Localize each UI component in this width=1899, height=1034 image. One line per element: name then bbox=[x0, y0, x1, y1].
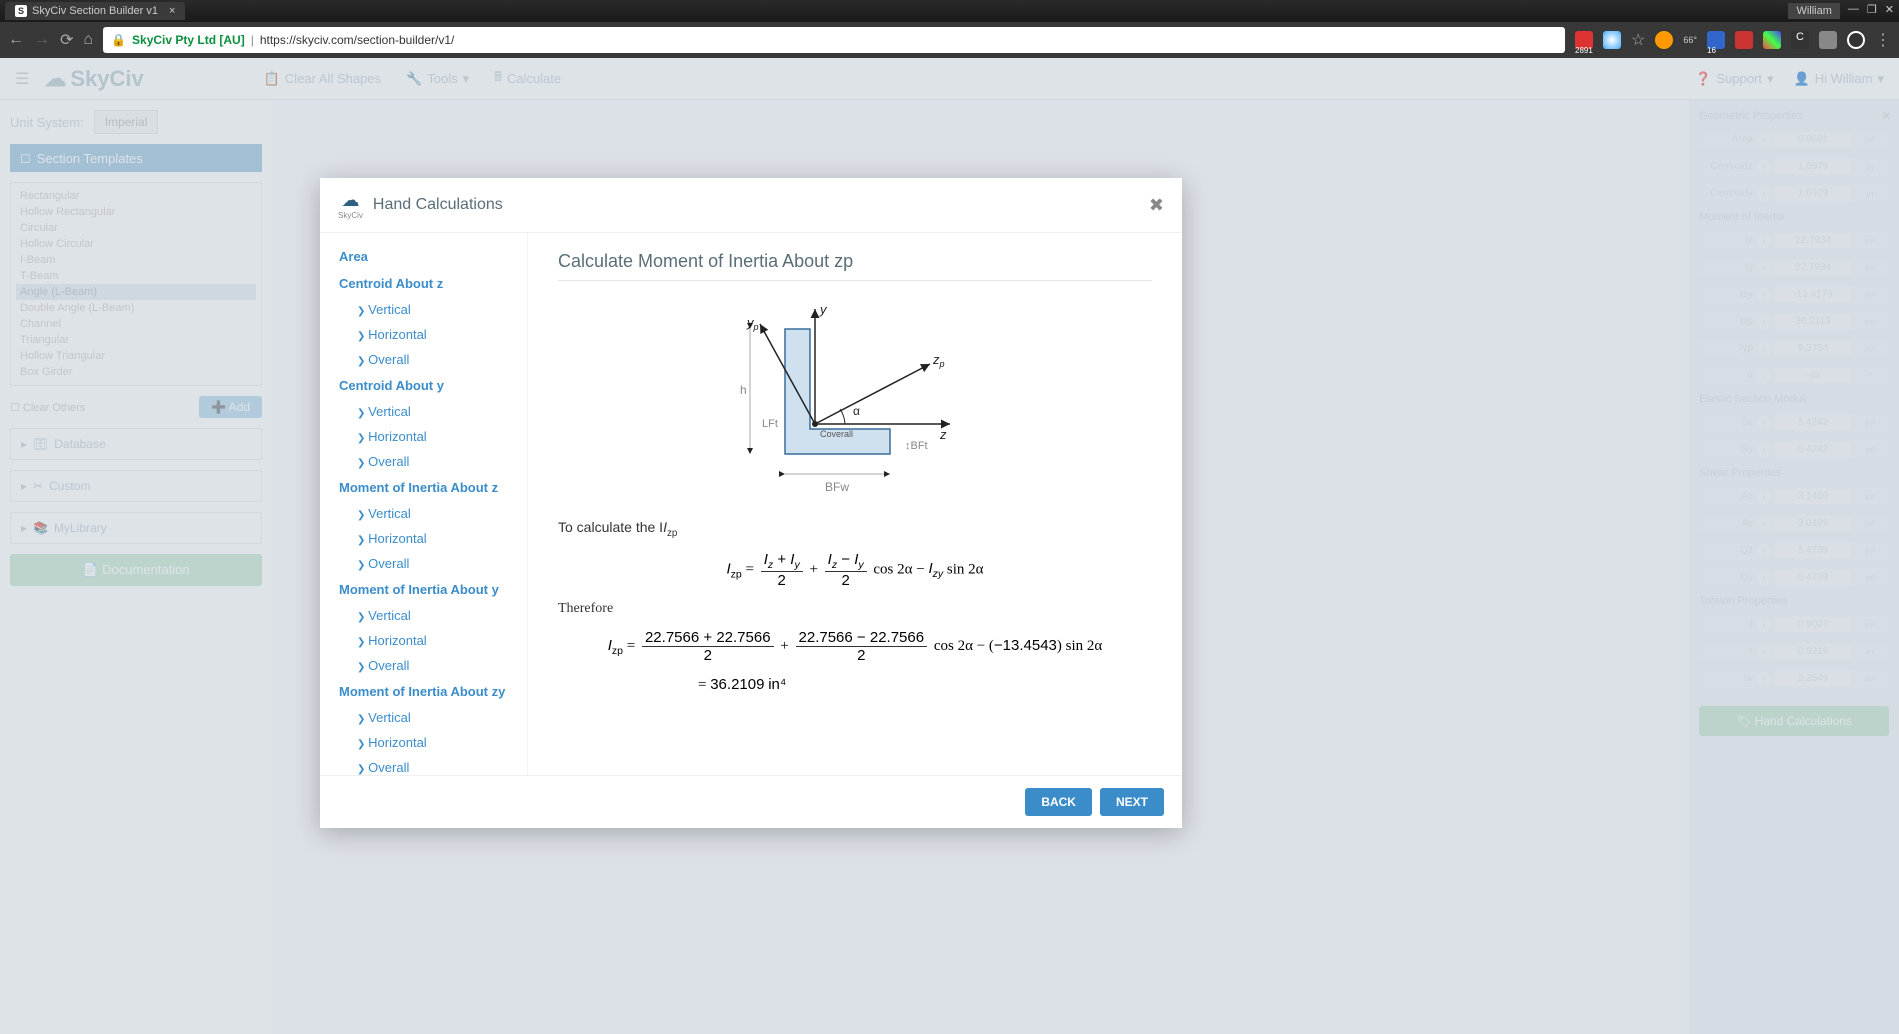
svg-text:yp: yp bbox=[746, 315, 759, 332]
nav-item[interactable]: Vertical bbox=[335, 705, 527, 730]
nav-item[interactable]: Moment of Inertia About y bbox=[335, 576, 527, 603]
modal-title: Hand Calculations bbox=[373, 196, 503, 214]
ext-icon[interactable] bbox=[1655, 31, 1673, 49]
lock-icon: 🔒 bbox=[111, 33, 126, 47]
svg-text:α: α bbox=[853, 404, 860, 418]
close-window-icon[interactable]: ✕ bbox=[1885, 3, 1894, 19]
svg-text:Coverall: Coverall bbox=[820, 429, 853, 439]
nav-item[interactable]: Vertical bbox=[335, 501, 527, 526]
extension-icons: 2891 ☆ 66° 16 C ⋮ bbox=[1575, 30, 1891, 50]
cloud-icon: ☁ bbox=[341, 190, 359, 211]
formula-result: = 36.2109 in⁴ bbox=[558, 676, 1152, 694]
nav-item[interactable]: Overall bbox=[335, 347, 527, 372]
content-title: Calculate Moment of Inertia About zp bbox=[558, 251, 1152, 281]
modal-header: ☁ SkyCiv Hand Calculations ✖ bbox=[320, 178, 1182, 233]
tab-title: SkyCiv Section Builder v1 bbox=[32, 5, 158, 17]
ext-icon[interactable]: 2891 bbox=[1575, 31, 1593, 49]
nav-item[interactable]: Horizontal bbox=[335, 424, 527, 449]
tab-favicon: S bbox=[15, 5, 27, 17]
home-icon[interactable]: ⌂ bbox=[83, 31, 93, 49]
svg-text:zp: zp bbox=[932, 352, 945, 369]
nav-item[interactable]: Moment of Inertia About z bbox=[335, 474, 527, 501]
nav-item[interactable]: Vertical bbox=[335, 297, 527, 322]
nav-item[interactable]: Horizontal bbox=[335, 628, 527, 653]
window-controls: William — ❐ ✕ bbox=[1788, 3, 1894, 19]
forward-icon[interactable]: → bbox=[34, 31, 50, 49]
nav-item[interactable]: Overall bbox=[335, 755, 527, 775]
ext-icon[interactable] bbox=[1847, 31, 1865, 49]
nav-item[interactable]: Horizontal bbox=[335, 526, 527, 551]
browser-tab[interactable]: S SkyCiv Section Builder v1 × bbox=[5, 2, 185, 20]
ext-icon[interactable]: C bbox=[1791, 31, 1809, 49]
ext-icon[interactable]: 66° bbox=[1683, 35, 1697, 45]
nav-item[interactable]: Vertical bbox=[335, 603, 527, 628]
ext-icon[interactable]: 16 bbox=[1707, 31, 1725, 49]
formula-numeric: Izp = 22.7566 + 22.75662 + 22.7566 − 22.… bbox=[558, 629, 1152, 664]
svg-text:↕BFt: ↕BFt bbox=[905, 440, 928, 452]
svg-text:y: y bbox=[819, 302, 828, 317]
nav-item[interactable]: Moment of Inertia About zy bbox=[335, 678, 527, 705]
modal-content: Calculate Moment of Inertia About zp y bbox=[528, 233, 1182, 775]
menu-icon[interactable]: ⋮ bbox=[1875, 30, 1891, 50]
app: ☰ ☁ SkyCiv 📋Clear All Shapes 🔧Tools ▾ 🖩C… bbox=[0, 58, 1899, 1034]
modal-nav: AreaCentroid About zVerticalHorizontalOv… bbox=[320, 233, 528, 775]
reload-icon[interactable]: ⟳ bbox=[60, 30, 73, 50]
hand-calculations-modal: ☁ SkyCiv Hand Calculations ✖ AreaCentroi… bbox=[320, 178, 1182, 828]
nav-item[interactable]: Horizontal bbox=[335, 322, 527, 347]
nav-item[interactable]: Vertical bbox=[335, 399, 527, 424]
svg-text:BFw: BFw bbox=[825, 480, 849, 494]
minimize-icon[interactable]: — bbox=[1848, 3, 1859, 19]
browser-toolbar: ← → ⟳ ⌂ 🔒 SkyCiv Pty Ltd [AU] | https://… bbox=[0, 22, 1899, 58]
formula-general: Izp = Iz + Iy2 + Iz − Iy2 cos 2α − Izy s… bbox=[558, 551, 1152, 589]
nav-item[interactable]: Overall bbox=[335, 449, 527, 474]
nav-item[interactable]: Overall bbox=[335, 551, 527, 576]
star-icon[interactable]: ☆ bbox=[1631, 30, 1645, 50]
back-button[interactable]: BACK bbox=[1025, 788, 1092, 816]
ext-icon[interactable] bbox=[1735, 31, 1753, 49]
calc-intro: To calculate the IIzp bbox=[558, 519, 1152, 539]
back-icon[interactable]: ← bbox=[8, 31, 24, 49]
ext-icon[interactable] bbox=[1763, 31, 1781, 49]
nav-item[interactable]: Centroid About y bbox=[335, 372, 527, 399]
tab-close-icon[interactable]: × bbox=[169, 5, 175, 17]
nav-item[interactable]: Centroid About z bbox=[335, 270, 527, 297]
maximize-icon[interactable]: ❐ bbox=[1867, 3, 1877, 19]
browser-titlebar: S SkyCiv Section Builder v1 × William — … bbox=[0, 0, 1899, 22]
svg-text:LFt: LFt bbox=[762, 418, 778, 430]
modal-logo: ☁ SkyCiv bbox=[338, 190, 363, 220]
ext-icon[interactable] bbox=[1603, 31, 1621, 49]
nav-item[interactable]: Area bbox=[335, 243, 527, 270]
ext-icon[interactable] bbox=[1819, 31, 1837, 49]
svg-text:h: h bbox=[740, 383, 747, 397]
svg-text:z: z bbox=[939, 427, 947, 442]
nav-item[interactable]: Horizontal bbox=[335, 730, 527, 755]
url-path: https://skyciv.com/section-builder/v1/ bbox=[260, 33, 455, 47]
calc-therefore: Therefore bbox=[558, 601, 1152, 617]
address-bar[interactable]: 🔒 SkyCiv Pty Ltd [AU] | https://skyciv.c… bbox=[103, 27, 1565, 53]
browser-user[interactable]: William bbox=[1788, 3, 1839, 19]
url-host: SkyCiv Pty Ltd [AU] bbox=[132, 33, 245, 47]
section-diagram: y z yp zp α bbox=[558, 299, 1152, 499]
modal-close-icon[interactable]: ✖ bbox=[1149, 195, 1164, 216]
nav-item[interactable]: Overall bbox=[335, 653, 527, 678]
next-button[interactable]: NEXT bbox=[1100, 788, 1164, 816]
modal-footer: BACK NEXT bbox=[320, 775, 1182, 828]
